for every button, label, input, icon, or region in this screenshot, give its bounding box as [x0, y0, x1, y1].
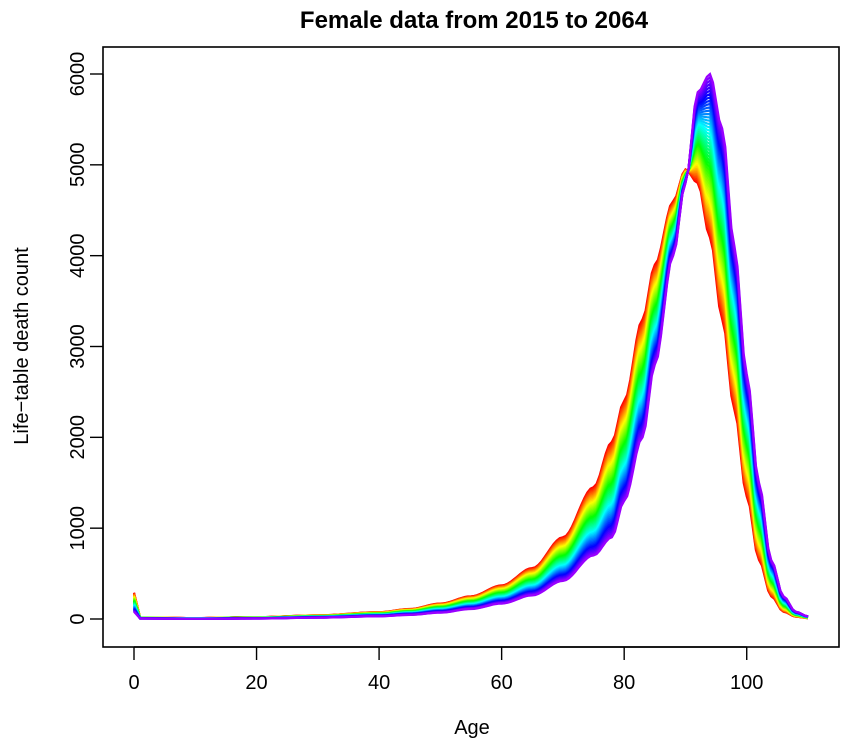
- x-tick-label: 100: [730, 672, 763, 694]
- y-tick-label: 0: [67, 613, 89, 624]
- x-axis: 0 20 40 60 80 100: [128, 646, 763, 694]
- x-tick-label: 80: [613, 672, 635, 694]
- chart-title: Female data from 2015 to 2064: [300, 7, 649, 34]
- series-line-1: [132, 168, 809, 620]
- x-tick-label: 60: [491, 672, 513, 694]
- series-line-4: [132, 169, 809, 620]
- x-tick-label: 0: [128, 672, 139, 694]
- y-axis-label: Life−table death count: [11, 247, 33, 445]
- y-tick-label: 5000: [67, 143, 89, 188]
- series-line-6: [132, 169, 809, 620]
- series-lines: [132, 72, 809, 620]
- series-line-7: [132, 168, 809, 620]
- series-line-2: [132, 168, 809, 620]
- y-axis: 0 1000 2000 3000 4000 5000 6000: [67, 52, 104, 625]
- x-tick-label: 40: [368, 672, 390, 694]
- series-line-0: [132, 167, 809, 620]
- y-tick-label: 1000: [67, 506, 89, 551]
- x-tick-label: 20: [245, 672, 267, 694]
- y-tick-label: 3000: [67, 324, 89, 369]
- series-line-5: [132, 169, 809, 620]
- y-tick-label: 2000: [67, 415, 89, 460]
- series-line-49: [133, 72, 809, 620]
- series-line-8: [132, 166, 809, 620]
- x-axis-label: Age: [454, 717, 490, 739]
- y-tick-label: 6000: [67, 52, 89, 97]
- series-line-3: [132, 168, 809, 620]
- series-line-9: [132, 164, 809, 620]
- series-line-10: [132, 163, 809, 620]
- y-tick-label: 4000: [67, 233, 89, 278]
